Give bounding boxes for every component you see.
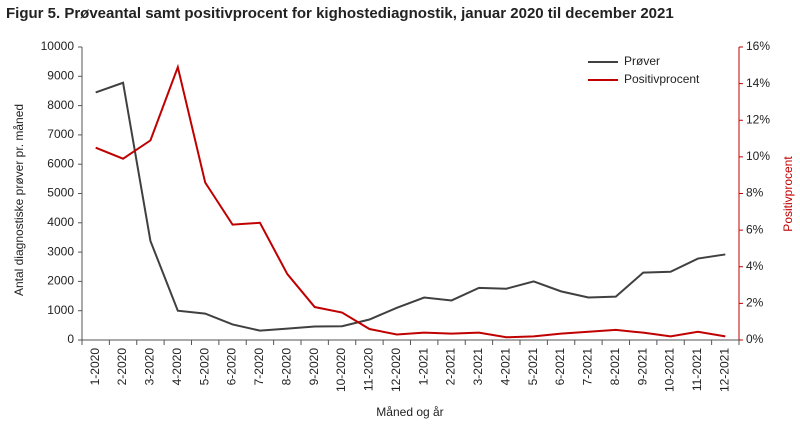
x-tick-label: 12-2021 (717, 348, 731, 392)
y2-tick-label: 12% (746, 112, 770, 126)
x-tick-label: 4-2021 (498, 348, 512, 386)
x-tick-label: 9-2020 (307, 348, 321, 386)
x-tick-label: 7-2020 (252, 348, 266, 386)
x-tick-label: 6-2021 (553, 348, 567, 386)
legend-label: Positivprocent (624, 72, 700, 86)
x-tick-label: 11-2021 (690, 348, 704, 391)
y-tick-label: 10000 (41, 39, 75, 53)
y2-tick-label: 2% (746, 296, 764, 310)
x-tick-label: 10-2020 (334, 348, 348, 392)
x-tick-label: 2-2021 (444, 348, 458, 386)
x-tick-label: 9-2021 (635, 348, 649, 386)
y-tick-label: 0 (67, 332, 74, 346)
y-tick-label: 7000 (47, 127, 74, 141)
chart-title: Figur 5. Prøveantal samt positivprocent … (6, 5, 674, 22)
x-tick-label: 12-2020 (389, 348, 403, 392)
y-tick-label: 5000 (47, 186, 74, 200)
y2-tick-label: 16% (746, 39, 770, 53)
y-tick-label: 4000 (47, 215, 74, 229)
x-tick-label: 1-2021 (416, 348, 430, 386)
x-tick-label: 6-2020 (225, 348, 239, 386)
y2-tick-label: 4% (746, 259, 764, 273)
y-tick-label: 9000 (47, 68, 74, 82)
x-tick-label: 10-2021 (663, 348, 677, 392)
x-tick-label: 2-2020 (115, 348, 129, 386)
x-tick-label: 3-2020 (143, 348, 157, 386)
y2-tick-label: 10% (746, 149, 770, 163)
x-tick-label: 11-2020 (362, 348, 376, 391)
y-axis-label: Antal diagnostiske prøver pr. måned (12, 104, 26, 296)
y2-tick-label: 0% (746, 332, 764, 346)
x-tick-label: 5-2020 (197, 348, 211, 386)
x-tick-label: 7-2021 (581, 348, 595, 386)
y-tick-label: 8000 (47, 98, 74, 112)
x-tick-label: 4-2020 (170, 348, 184, 386)
x-tick-label: 1-2020 (88, 348, 102, 386)
x-tick-label: 5-2021 (526, 348, 540, 386)
y2-tick-label: 14% (746, 76, 770, 90)
y2-tick-label: 8% (746, 186, 764, 200)
y-tick-label: 3000 (47, 244, 74, 258)
series-line (95, 63, 726, 339)
y-tick-label: 1000 (47, 303, 74, 317)
x-axis-label: Måned og år (376, 405, 443, 419)
x-tick-label: 3-2021 (471, 348, 485, 386)
y-tick-label: 2000 (47, 274, 74, 288)
series-line (95, 81, 726, 332)
legend-label: Prøver (624, 54, 660, 68)
y2-tick-label: 6% (746, 222, 764, 236)
x-tick-label: 8-2021 (608, 348, 622, 386)
y-tick-label: 6000 (47, 156, 74, 170)
y2-axis-label: Positivprocent (781, 156, 795, 232)
x-tick-label: 8-2020 (279, 348, 293, 386)
